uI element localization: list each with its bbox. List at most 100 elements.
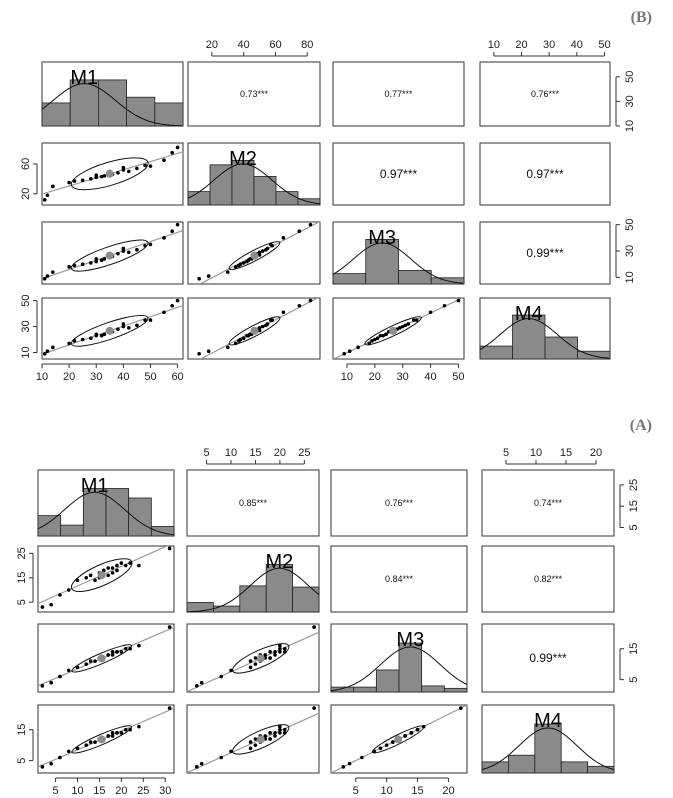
tick-label: 20 (274, 447, 286, 459)
mean-point (250, 251, 259, 260)
histogram-bar (365, 238, 399, 285)
correlation-label: 0.77*** (384, 89, 413, 99)
variable-label: M3 (368, 227, 396, 249)
data-point (238, 262, 243, 267)
confidence-ellipse (71, 725, 133, 754)
histogram-bar (37, 515, 62, 537)
histogram-bar (69, 79, 99, 127)
histogram-bar (330, 686, 355, 693)
data-point (278, 727, 282, 732)
data-point (58, 593, 62, 597)
data-point (66, 588, 71, 592)
tick-label: 5 (52, 785, 58, 797)
data-point (148, 242, 153, 247)
variable-label: M4 (515, 303, 543, 325)
data-point (126, 169, 131, 174)
panel-frame (332, 142, 465, 206)
data-point (45, 193, 50, 198)
data-point (119, 561, 124, 565)
data-point (143, 163, 147, 168)
data-point (268, 656, 272, 660)
data-point (102, 174, 107, 178)
scatter-panel (42, 145, 183, 202)
data-point (278, 646, 282, 651)
data-point (378, 333, 383, 338)
data-point (49, 602, 53, 607)
data-point (268, 731, 272, 735)
data-point (253, 737, 258, 741)
mean-point (105, 326, 114, 335)
data-point (162, 236, 166, 240)
panel-frame (41, 221, 184, 285)
data-point (45, 274, 50, 278)
data-point (123, 727, 128, 732)
panel-frame (479, 61, 611, 127)
data-point (253, 662, 258, 666)
data-point (89, 336, 93, 341)
panel-frame (187, 61, 321, 127)
data-point (115, 568, 119, 573)
data-point (128, 646, 132, 651)
data-point (406, 322, 411, 326)
scatter-panel (187, 706, 319, 773)
regression-line (187, 712, 319, 773)
data-point (428, 310, 433, 315)
scatter-panel (38, 625, 174, 688)
data-point (248, 332, 252, 337)
data-point (137, 724, 141, 729)
data-point (72, 339, 77, 343)
data-point (384, 332, 388, 337)
data-point (342, 352, 346, 356)
figure-panel-label: (B) (631, 9, 652, 26)
histogram-bar (421, 685, 445, 693)
histogram-bar (560, 761, 589, 774)
data-point (347, 761, 352, 766)
correlation-label: 0.97*** (380, 167, 418, 181)
data-point (84, 743, 89, 747)
data-point (372, 749, 377, 754)
confidence-ellipse (232, 724, 290, 755)
data-point (260, 249, 265, 253)
confidence-ellipse (70, 239, 149, 272)
data-point (257, 326, 262, 330)
scatter-matrix-B: (B) M1 0.73*** 0.77*** 0.76*** M2 0.97*** 0.97*… (20, 9, 652, 383)
tick-label: 15 (16, 572, 28, 584)
data-point (72, 179, 77, 183)
histogram-bar (375, 669, 400, 693)
variable-label: M2 (229, 148, 257, 170)
data-point (58, 755, 62, 760)
mean-point (97, 735, 106, 744)
tick-label: 10 (488, 39, 500, 51)
panel-frame (41, 142, 184, 206)
data-point (135, 247, 139, 252)
panel-frame (479, 142, 611, 206)
panel-frame (187, 297, 321, 360)
data-point (197, 352, 201, 356)
data-point (273, 734, 277, 738)
mean-point (256, 654, 265, 663)
histogram-bar (253, 176, 277, 206)
data-point (175, 222, 180, 227)
correlation-label: 0.73*** (240, 89, 269, 99)
data-point (75, 746, 80, 751)
histogram-bar (265, 564, 294, 613)
histogram-bar (443, 687, 468, 693)
data-point (67, 341, 71, 346)
data-point (162, 310, 166, 315)
tick-label: 20 (115, 785, 127, 797)
data-point (110, 566, 115, 570)
tick-label: 20 (515, 39, 527, 51)
histogram-bar (150, 526, 175, 537)
tick-label: 5 (16, 758, 28, 764)
data-point (40, 684, 45, 688)
data-point (102, 332, 107, 337)
tick-label: 30 (90, 371, 102, 383)
tick-label: 15 (411, 785, 423, 797)
data-point (206, 349, 211, 354)
tick-label: 15 (628, 643, 640, 655)
tick-label: 30 (624, 95, 636, 107)
density-curve (187, 567, 320, 613)
data-point (93, 659, 97, 663)
data-point (347, 349, 352, 354)
data-point (135, 166, 139, 171)
